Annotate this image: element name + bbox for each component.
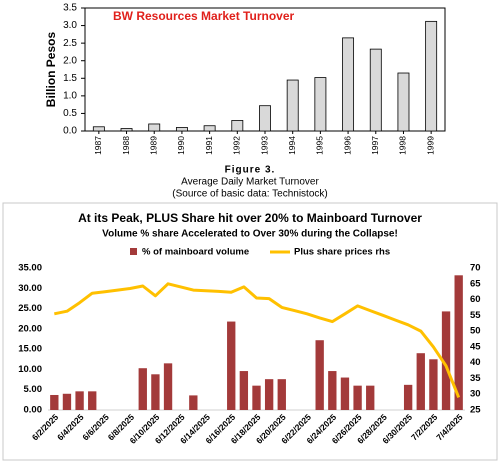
y-tick-label: 30.00 bbox=[18, 283, 42, 294]
bar bbox=[429, 359, 438, 410]
y2-tick-label: 50 bbox=[470, 326, 481, 337]
bar bbox=[75, 391, 84, 410]
bar bbox=[328, 371, 337, 410]
x-tick-label: 1989 bbox=[148, 136, 158, 155]
y2-tick-label: 55 bbox=[470, 310, 481, 321]
x-tick-label: 1990 bbox=[176, 136, 186, 155]
bar bbox=[259, 105, 271, 132]
source: (Source of basic data: Technistock) bbox=[172, 189, 327, 200]
x-tick-label: 1992 bbox=[232, 136, 242, 155]
y-tick-label: 25.00 bbox=[18, 303, 42, 314]
bar bbox=[120, 128, 133, 132]
chart-frame bbox=[2, 202, 498, 461]
bar bbox=[277, 379, 286, 410]
caption: Average Daily Market Turnover bbox=[181, 177, 319, 188]
y-axis-label: Billion Pesos bbox=[44, 32, 58, 108]
x-tick-label: 1987 bbox=[93, 136, 103, 155]
bar bbox=[231, 120, 244, 132]
y-tick-label: 0.5 bbox=[63, 108, 77, 119]
bar bbox=[425, 20, 438, 132]
y2-tick-label: 25 bbox=[470, 405, 481, 416]
chart-title: At its Peak, PLUS Share hit over 20% to … bbox=[78, 211, 422, 225]
bar bbox=[315, 340, 324, 410]
legend-label: % of mainboard volume bbox=[142, 247, 249, 258]
y-tick-label: 0.0 bbox=[63, 126, 77, 137]
y-tick-label: 3.0 bbox=[63, 20, 77, 31]
chart-subtitle: Volume % share Accelerated to Over 30% d… bbox=[102, 229, 398, 240]
y2-tick-label: 30 bbox=[470, 389, 481, 400]
bar bbox=[50, 394, 59, 410]
bar bbox=[138, 368, 147, 410]
bar bbox=[454, 275, 463, 410]
y-tick-label: 2.0 bbox=[63, 55, 77, 66]
bar bbox=[163, 363, 173, 410]
legend-label: Plus share prices rhs bbox=[294, 247, 390, 258]
bar bbox=[397, 72, 410, 132]
bar bbox=[239, 371, 249, 410]
y-tick-label: 1.5 bbox=[63, 73, 77, 84]
y-tick-label: 0.00 bbox=[24, 405, 43, 416]
legend-swatch bbox=[130, 248, 137, 255]
x-tick-label: 1997 bbox=[370, 136, 380, 155]
bar bbox=[342, 37, 355, 132]
x-tick-label: 1988 bbox=[121, 136, 131, 155]
bar bbox=[175, 127, 188, 132]
bar bbox=[92, 126, 105, 132]
y2-tick-label: 35 bbox=[470, 373, 481, 384]
bar bbox=[403, 384, 413, 410]
bar bbox=[340, 377, 350, 410]
bar bbox=[252, 385, 261, 410]
bar bbox=[264, 379, 274, 410]
y-tick-label: 3.5 bbox=[63, 3, 77, 14]
figure-label: Figure 3. bbox=[225, 165, 276, 176]
x-tick-label: 1999 bbox=[425, 136, 435, 155]
y-tick-label: 1.0 bbox=[63, 90, 77, 101]
y2-tick-label: 40 bbox=[470, 357, 481, 368]
x-tick-label: 1998 bbox=[398, 136, 408, 155]
chart-title: BW Resources Market Turnover bbox=[113, 9, 294, 23]
x-tick-label: 1995 bbox=[315, 136, 325, 155]
y-tick-label: 20.00 bbox=[18, 323, 42, 334]
bar bbox=[203, 125, 216, 132]
y-tick-label: 35.00 bbox=[18, 263, 42, 274]
x-tick-label: 1993 bbox=[259, 136, 269, 155]
bar bbox=[88, 391, 97, 410]
bar bbox=[286, 79, 299, 132]
x-tick-label: 1991 bbox=[204, 136, 214, 155]
bar bbox=[62, 393, 72, 410]
bar bbox=[189, 395, 198, 410]
y-tick-label: 15.00 bbox=[18, 344, 42, 355]
bar bbox=[353, 385, 362, 410]
y2-tick-label: 45 bbox=[470, 341, 481, 352]
x-tick-label: 1994 bbox=[287, 136, 297, 155]
y2-tick-label: 70 bbox=[470, 263, 481, 274]
bar bbox=[416, 353, 425, 410]
bar bbox=[369, 48, 382, 132]
bar bbox=[151, 374, 160, 410]
y-tick-label: 5.00 bbox=[24, 384, 43, 395]
bar bbox=[148, 123, 161, 132]
x-tick-label: 1996 bbox=[342, 136, 352, 155]
y-tick-label: 2.5 bbox=[63, 38, 77, 49]
bar bbox=[314, 77, 327, 132]
line bbox=[53, 282, 461, 398]
y2-tick-label: 65 bbox=[470, 278, 481, 289]
y-tick-label: 10.00 bbox=[18, 364, 42, 375]
bar bbox=[441, 311, 451, 410]
y2-tick-label: 60 bbox=[470, 294, 481, 305]
bar bbox=[366, 385, 375, 410]
bar bbox=[227, 321, 236, 410]
